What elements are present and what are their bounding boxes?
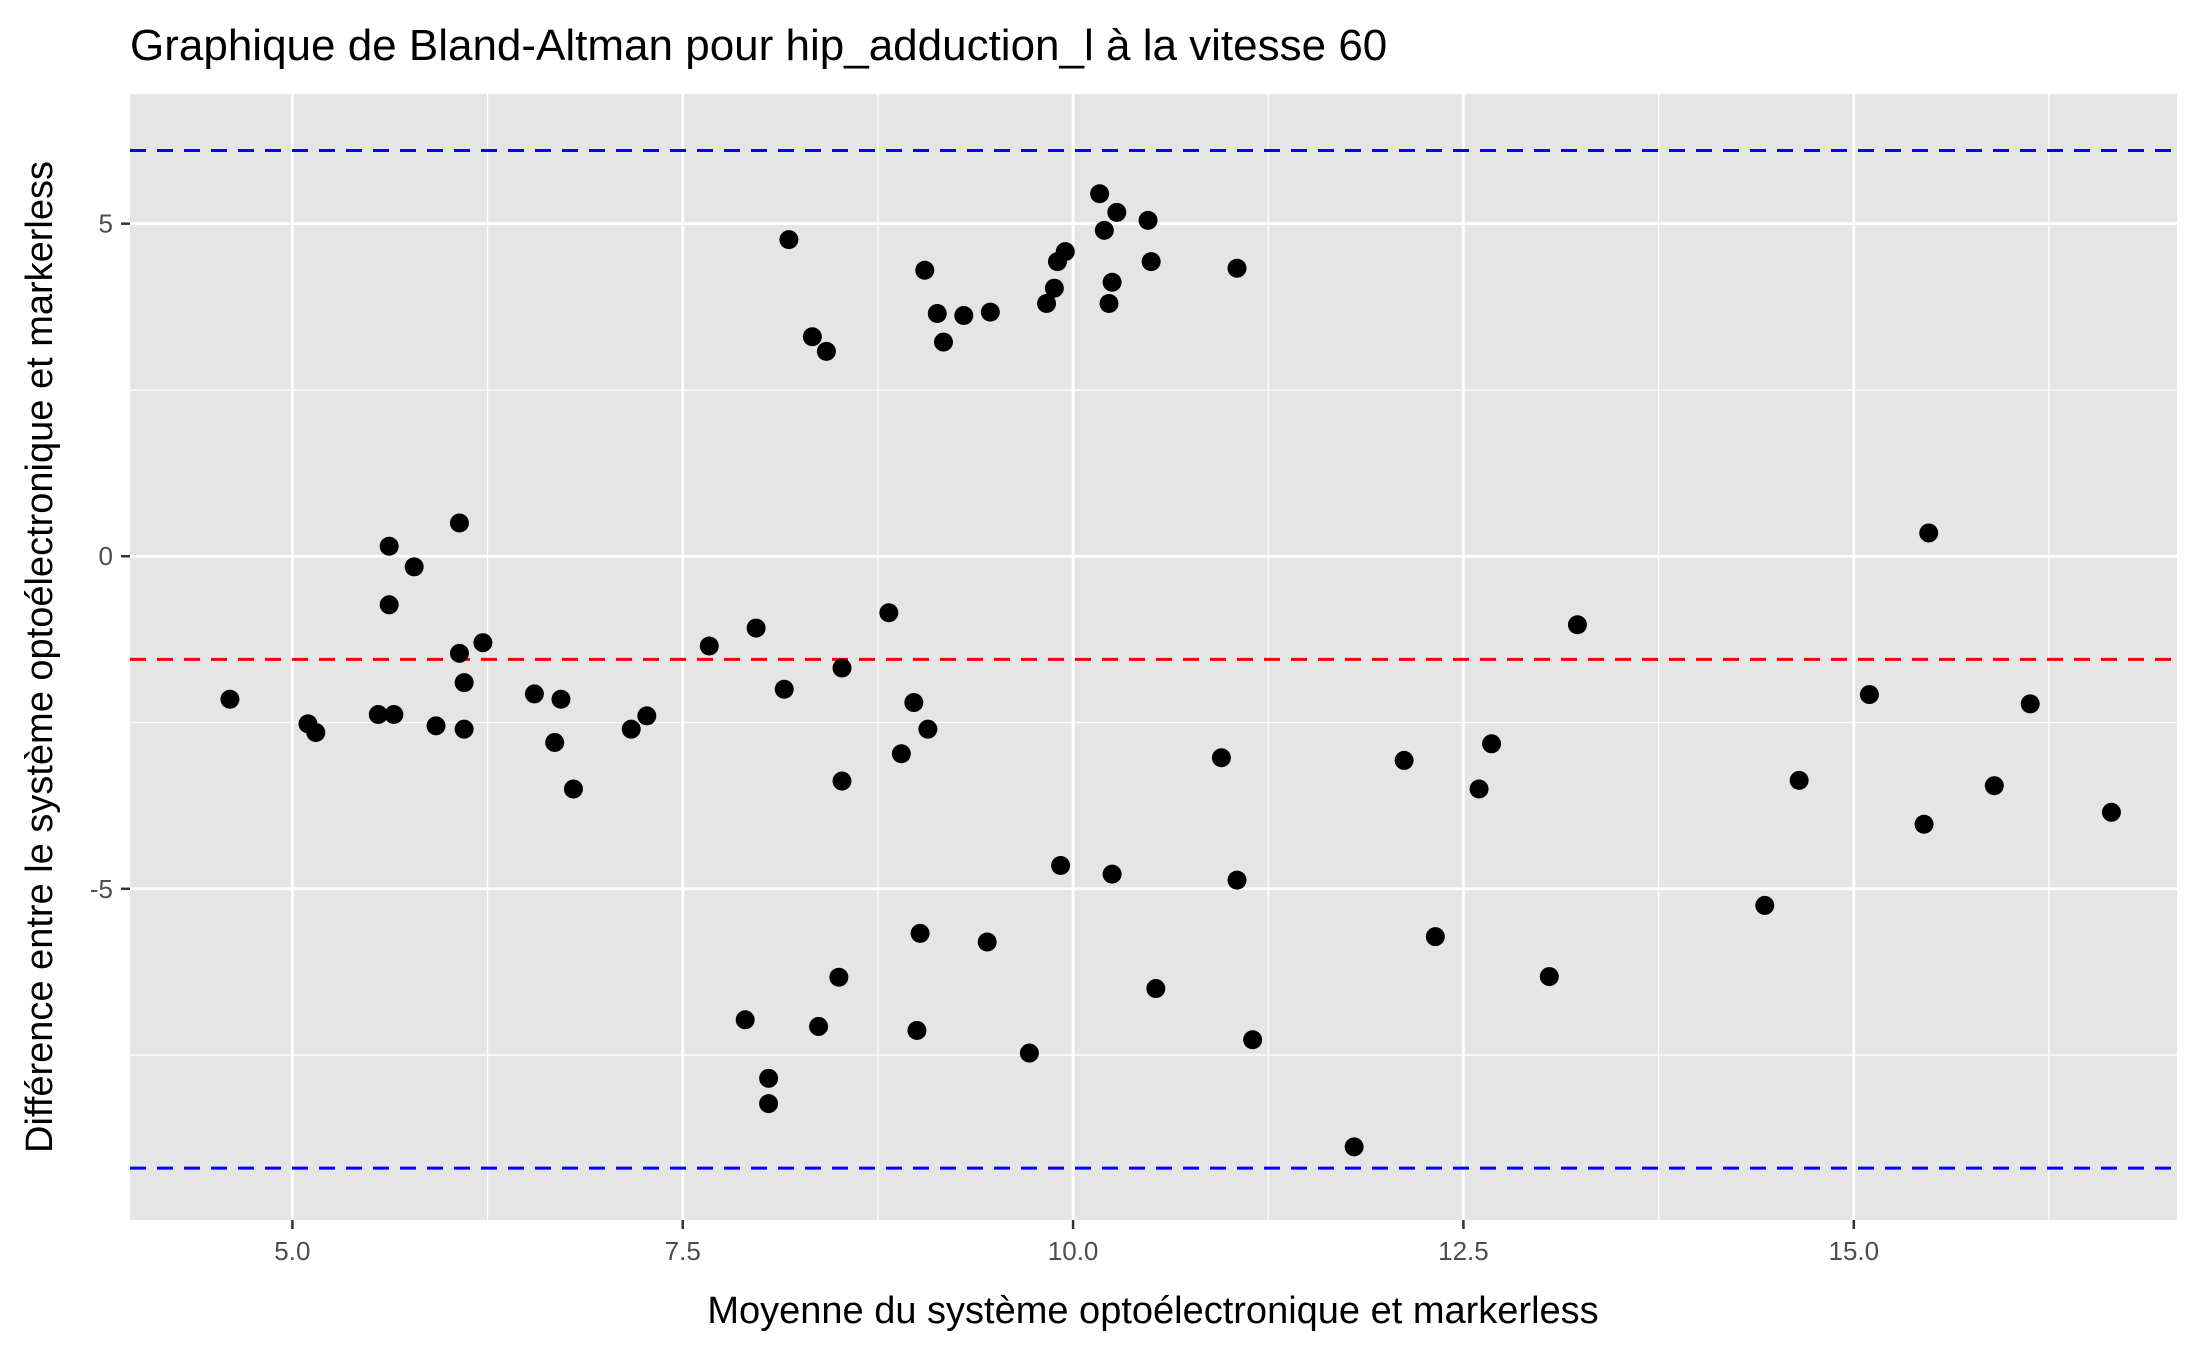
- plot-panel: [130, 94, 2177, 1220]
- data-point: [832, 771, 852, 791]
- data-point: [977, 932, 997, 952]
- data-point: [1914, 814, 1934, 834]
- data-point: [1469, 779, 1489, 799]
- data-point: [829, 967, 849, 987]
- data-point: [802, 327, 822, 347]
- data-point: [1107, 202, 1127, 222]
- data-point: [449, 643, 469, 663]
- data-point: [1539, 967, 1559, 987]
- data-point: [220, 689, 240, 709]
- x-axis: 5.0 7.5 10.0 12.5 15.0: [274, 1220, 1879, 1266]
- data-point: [1243, 1030, 1263, 1050]
- x-tick-label: 12.5: [1438, 1236, 1489, 1266]
- data-point: [832, 658, 852, 678]
- data-point: [454, 719, 474, 739]
- data-point: [1211, 748, 1231, 768]
- y-axis-title: Différence entre le système optoélectron…: [19, 161, 61, 1153]
- data-point: [779, 230, 799, 250]
- data-point: [306, 722, 326, 742]
- data-point: [1394, 750, 1414, 770]
- x-tick-label: 10.0: [1048, 1236, 1099, 1266]
- data-point: [473, 633, 493, 653]
- data-point: [379, 536, 399, 556]
- data-point: [1138, 210, 1158, 230]
- data-point: [1755, 895, 1775, 915]
- chart-title: Graphique de Bland-Altman pour hip_adduc…: [130, 21, 1387, 70]
- data-point: [449, 513, 469, 533]
- data-point: [563, 779, 583, 799]
- x-tick-label: 15.0: [1828, 1236, 1879, 1266]
- data-point: [879, 603, 899, 623]
- x-tick-label: 5.0: [274, 1236, 310, 1266]
- data-point: [746, 618, 766, 638]
- data-point: [907, 1020, 927, 1040]
- data-point: [1227, 870, 1247, 890]
- data-point: [1141, 252, 1161, 272]
- data-point: [1227, 258, 1247, 278]
- data-point: [1984, 776, 2004, 796]
- data-point: [1482, 734, 1502, 754]
- data-point: [1094, 220, 1114, 240]
- data-point: [1037, 294, 1057, 314]
- data-point: [774, 679, 794, 699]
- data-point: [699, 636, 719, 656]
- y-tick-label: -5: [90, 874, 113, 904]
- data-point: [551, 689, 571, 709]
- data-point: [891, 744, 911, 764]
- data-point: [1146, 979, 1166, 999]
- data-point: [1859, 685, 1879, 705]
- data-point: [915, 260, 935, 280]
- data-point: [954, 305, 974, 325]
- data-point: [759, 1068, 779, 1088]
- x-axis-title: Moyenne du système optoélectronique et m…: [707, 1290, 1598, 1332]
- data-point: [1344, 1137, 1364, 1157]
- data-point: [918, 719, 938, 739]
- data-point: [1090, 184, 1110, 204]
- data-point: [2020, 694, 2040, 714]
- data-point: [809, 1016, 829, 1036]
- data-point: [637, 706, 657, 726]
- data-point: [1055, 242, 1075, 262]
- data-point: [1425, 927, 1445, 947]
- data-point: [1019, 1043, 1039, 1063]
- data-point: [910, 923, 930, 943]
- data-point: [816, 341, 836, 361]
- data-point: [1919, 523, 1939, 543]
- y-axis: 5 0 -5: [90, 209, 130, 904]
- data-points: [220, 184, 2121, 1157]
- data-point: [927, 303, 947, 323]
- data-point: [368, 705, 388, 725]
- data-point: [404, 557, 424, 577]
- y-tick-label: 5: [99, 209, 113, 239]
- x-tick-label: 7.5: [665, 1236, 701, 1266]
- data-point: [2101, 802, 2121, 822]
- data-point: [1099, 294, 1119, 314]
- data-point: [735, 1010, 755, 1030]
- data-point: [426, 716, 446, 736]
- data-point: [1102, 864, 1122, 884]
- data-point: [904, 693, 924, 713]
- reference-lines: [130, 149, 2177, 1170]
- data-point: [1789, 770, 1809, 790]
- data-point: [1051, 856, 1071, 876]
- major-gridlines: [130, 94, 2177, 1220]
- data-point: [1102, 272, 1122, 292]
- data-point: [980, 302, 1000, 322]
- data-point: [1567, 615, 1587, 635]
- data-point: [379, 595, 399, 615]
- data-point: [454, 673, 474, 693]
- data-point: [524, 684, 544, 704]
- data-point: [621, 719, 641, 739]
- data-point: [933, 332, 953, 352]
- minor-gridlines: [130, 94, 2177, 1220]
- data-point: [545, 732, 565, 752]
- y-tick-label: 0: [99, 541, 113, 571]
- data-point: [384, 705, 404, 725]
- data-point: [1044, 278, 1064, 298]
- data-point: [759, 1094, 779, 1114]
